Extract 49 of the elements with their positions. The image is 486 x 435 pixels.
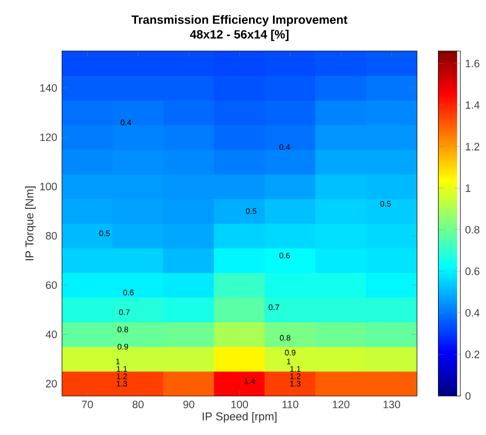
annotation: 0.7 bbox=[119, 309, 130, 316]
annotation: 0.4 bbox=[120, 120, 132, 126]
annotation: 0.8 bbox=[280, 335, 290, 341]
annotation: 1.2 bbox=[290, 373, 300, 380]
y-tick-label: 80 bbox=[46, 232, 57, 240]
annotation: 1.1 bbox=[290, 366, 300, 372]
annotation: 1 bbox=[116, 358, 120, 364]
annotation: 1.1 bbox=[116, 366, 128, 372]
annotation: 0.8 bbox=[118, 326, 128, 332]
y-tick-label: 40 bbox=[46, 330, 57, 338]
annotation: 1.2 bbox=[116, 373, 128, 380]
color-bar-label: 0.4 bbox=[465, 309, 480, 317]
y-tick-label: 100 bbox=[40, 182, 57, 190]
x-axis-title: IP Speed [rpm] bbox=[202, 412, 276, 423]
x-tick-label: 120 bbox=[332, 400, 350, 408]
color-bar-label: 0 bbox=[465, 392, 471, 400]
chart-title: Transmission Efficiency Improvement bbox=[132, 15, 348, 26]
annotation: 1 bbox=[287, 358, 291, 364]
color-bar-label: 1.2 bbox=[466, 142, 480, 150]
annotation: 1.4 bbox=[244, 378, 255, 384]
annotation: 0.9 bbox=[284, 350, 296, 356]
y-tick-label: 60 bbox=[46, 281, 57, 289]
x-tick-label: 110 bbox=[282, 400, 298, 408]
x-tick-label: 130 bbox=[384, 400, 400, 408]
annotation: 0.6 bbox=[123, 290, 134, 296]
annotation: 0.9 bbox=[118, 344, 128, 350]
y-axis-title: IP Torque [Nm] bbox=[25, 186, 36, 260]
x-tick-label: 100 bbox=[231, 400, 248, 408]
annotation: 0.5 bbox=[380, 200, 391, 207]
color-bar-label: 1.6 bbox=[466, 60, 480, 68]
y-tick-label: 120 bbox=[40, 133, 57, 142]
annotation: 0.6 bbox=[279, 252, 290, 258]
annotation: 0.5 bbox=[99, 230, 110, 236]
chart-subtitle: 48x12 - 56x14 [%] bbox=[190, 30, 288, 41]
y-tick-label: 140 bbox=[40, 84, 57, 92]
color-bar-label: 0.8 bbox=[465, 226, 480, 234]
color-bar-label: 1 bbox=[466, 184, 470, 192]
x-tick-label: 80 bbox=[132, 400, 144, 408]
annotation: 1.3 bbox=[116, 380, 128, 386]
annotation: 0.7 bbox=[268, 304, 280, 310]
y-tick-label: 20 bbox=[46, 380, 57, 388]
x-tick-label: 70 bbox=[82, 400, 93, 408]
color-bar-label: 0.2 bbox=[465, 350, 480, 358]
color-bar-label: 1.4 bbox=[466, 101, 480, 109]
annotation: 1.3 bbox=[290, 380, 300, 386]
annotation: 0.4 bbox=[279, 144, 290, 150]
annotation: 0.5 bbox=[246, 208, 256, 214]
x-tick-label: 90 bbox=[183, 400, 194, 408]
color-bar-label: 0.6 bbox=[465, 268, 480, 276]
